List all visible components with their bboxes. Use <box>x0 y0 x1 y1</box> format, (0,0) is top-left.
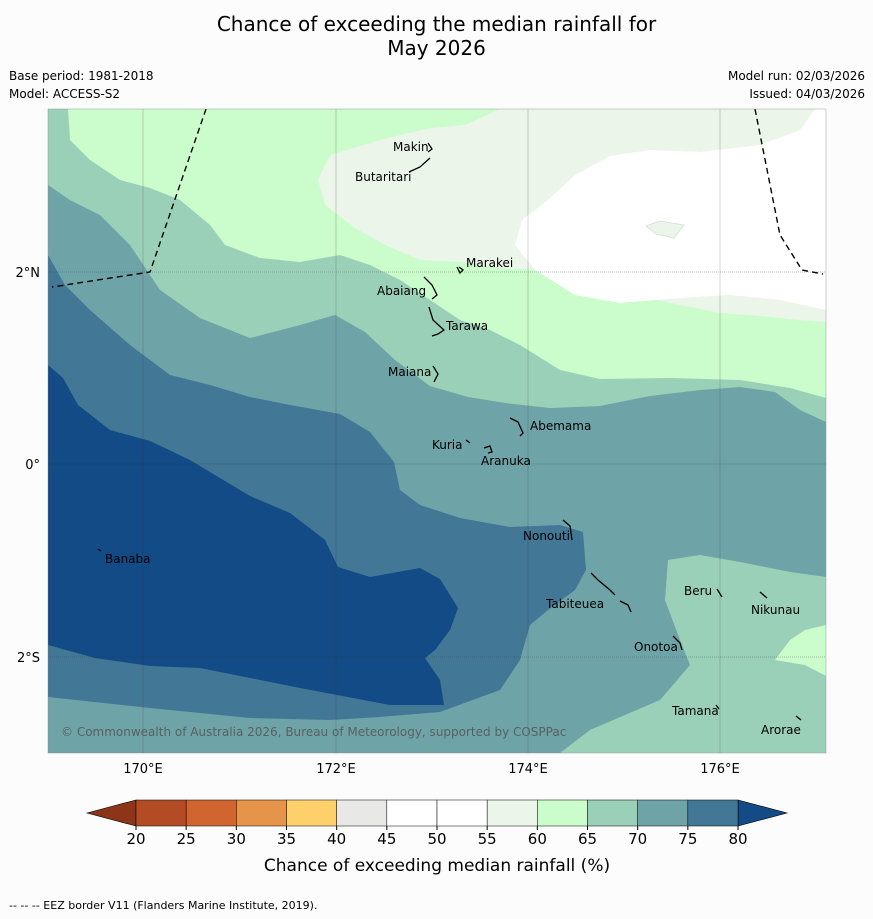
colorbar-ticks: 20 25 30 35 40 45 50 55 60 65 70 75 80 <box>126 826 748 848</box>
label-abaiang: Abaiang <box>377 284 426 298</box>
lon-label-172: 172°E <box>316 762 356 777</box>
colorbar-segment <box>587 799 638 827</box>
label-butaritari: Butaritari <box>355 170 412 184</box>
lat-label-0: 0° <box>25 458 40 473</box>
colorbar-segment <box>537 799 588 827</box>
meta-right: Model run: 02/03/2026 Issued: 04/03/2026 <box>728 67 865 103</box>
colorbar-under-arrow <box>85 799 137 827</box>
colorbar-tick-label: 50 <box>427 830 446 848</box>
title-line-2: May 2026 <box>387 36 486 60</box>
title-line-1: Chance of exceeding the median rainfall … <box>216 12 657 36</box>
label-marakei: Marakei <box>466 256 513 270</box>
colorbar-tick-label: 30 <box>227 830 246 848</box>
colorbar-tick-label: 45 <box>377 830 396 848</box>
lat-label-2s: 2°S <box>17 651 40 666</box>
eez-footnote: -- -- -- EEZ border V11 (Flanders Marine… <box>9 899 318 912</box>
label-tabiteuea: Tabiteuea <box>545 597 604 611</box>
band-over-80 <box>48 365 458 705</box>
issued-date: Issued: 04/03/2026 <box>749 87 865 101</box>
label-nikunau: Nikunau <box>751 603 800 617</box>
colorbar-tick-label: 35 <box>277 830 296 848</box>
label-arorae: Arorae <box>761 723 801 737</box>
colorbar-over-arrow <box>737 799 789 827</box>
colorbar-segment <box>687 799 739 827</box>
island-outlines <box>97 142 802 721</box>
band-60-65-se <box>775 625 826 676</box>
gridlines <box>48 109 826 753</box>
colorbar-segment <box>486 799 538 827</box>
colorbar-segment <box>185 799 237 827</box>
base-period: Base period: 1981-2018 <box>9 69 154 83</box>
colorbar-segment <box>336 799 388 827</box>
place-labels: Makin Butaritari Marakei Abaiang Tarawa … <box>105 140 801 737</box>
colorbar-label: Chance of exceeding median rainfall (%) <box>264 856 610 876</box>
lon-label-176: 176°E <box>700 762 740 777</box>
colorbar-tick-label: 75 <box>678 830 697 848</box>
colorbar-tick-label: 40 <box>327 830 346 848</box>
colorbar-tick-label: 70 <box>628 830 647 848</box>
band-55-60-inner <box>645 220 685 239</box>
label-aranuka: Aranuka <box>481 454 531 468</box>
label-kuria: Kuria <box>432 438 463 452</box>
band-50-55 <box>515 109 826 310</box>
colorbar-tick-label: 65 <box>578 830 597 848</box>
colorbar-tick-label: 55 <box>478 830 497 848</box>
meta-left: Base period: 1981-2018 Model: ACCESS-S2 <box>9 67 154 103</box>
label-makin: Makin <box>393 140 429 154</box>
model-name: Model: ACCESS-S2 <box>9 87 121 101</box>
contour-layers <box>48 109 826 753</box>
map-frame <box>47 108 827 754</box>
colorbar-segment <box>637 799 689 827</box>
eez-border <box>51 109 824 288</box>
colorbar-tick-label: 80 <box>728 830 747 848</box>
axis-labels: 2°N 0° 2°S 170°E 172°E 174°E 176°E <box>16 266 740 777</box>
label-abemama: Abemama <box>530 419 591 433</box>
label-banaba: Banaba <box>105 552 151 566</box>
lat-label-2n: 2°N <box>16 266 41 281</box>
label-tamana: Tamana <box>671 704 719 718</box>
colorbar-segment <box>436 799 488 827</box>
label-nonouti: Nonouti <box>523 529 570 543</box>
colorbar-segment <box>386 799 438 827</box>
copyright-notice: © Commonwealth of Australia 2026, Bureau… <box>61 725 566 739</box>
colorbar-segment <box>236 799 287 827</box>
colorbar-tick-label: 60 <box>528 830 547 848</box>
lon-label-170: 170°E <box>123 762 163 777</box>
chart-title: Chance of exceeding the median rainfall … <box>0 12 873 60</box>
lon-label-174: 174°E <box>508 762 548 777</box>
colorbar-segment <box>135 799 187 827</box>
colorbar-tick-label: 20 <box>126 830 145 848</box>
model-run: Model run: 02/03/2026 <box>727 69 865 83</box>
lat-gridlines-dotted <box>48 271 826 658</box>
colorbar-tick-label: 25 <box>177 830 196 848</box>
colorbar-segments <box>135 799 739 827</box>
label-maiana: Maiana <box>388 365 431 379</box>
label-beru: Beru <box>684 584 712 598</box>
label-tarawa: Tarawa <box>445 319 488 333</box>
colorbar-segment <box>286 799 337 827</box>
label-onotoa: Onotoa <box>634 640 678 654</box>
colorbar: 20 25 30 35 40 45 50 55 60 65 70 75 80 Chance of exc… <box>85 799 789 876</box>
